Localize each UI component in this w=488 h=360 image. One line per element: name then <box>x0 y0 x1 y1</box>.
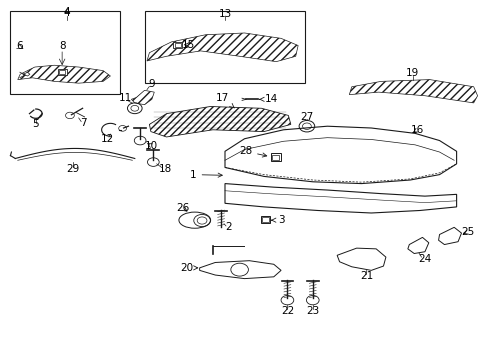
Text: 27: 27 <box>300 112 313 122</box>
Polygon shape <box>224 184 456 213</box>
FancyBboxPatch shape <box>58 69 66 75</box>
Polygon shape <box>407 237 428 253</box>
FancyBboxPatch shape <box>262 217 268 222</box>
Text: 22: 22 <box>280 306 293 316</box>
Text: 5: 5 <box>32 120 39 129</box>
FancyBboxPatch shape <box>144 12 305 83</box>
Text: 25: 25 <box>460 227 473 237</box>
Text: 4: 4 <box>63 8 70 18</box>
Text: 9: 9 <box>148 79 155 89</box>
Text: 10: 10 <box>145 141 158 151</box>
Text: 29: 29 <box>66 164 80 174</box>
Polygon shape <box>18 65 110 83</box>
Text: 1: 1 <box>190 170 222 180</box>
Text: 23: 23 <box>305 306 319 316</box>
Text: 6: 6 <box>16 41 22 50</box>
FancyBboxPatch shape <box>10 12 120 94</box>
Text: 28: 28 <box>238 146 266 157</box>
Text: 2: 2 <box>225 222 232 232</box>
FancyBboxPatch shape <box>59 70 65 74</box>
Text: 8: 8 <box>59 41 65 50</box>
Text: 12: 12 <box>100 134 113 144</box>
Text: 16: 16 <box>410 125 424 135</box>
Text: 26: 26 <box>176 203 189 213</box>
Polygon shape <box>131 90 154 105</box>
FancyBboxPatch shape <box>260 216 270 224</box>
Ellipse shape <box>179 212 210 228</box>
Polygon shape <box>348 80 477 103</box>
Polygon shape <box>199 261 281 279</box>
Text: 18: 18 <box>159 164 172 174</box>
Polygon shape <box>149 107 290 137</box>
Text: 24: 24 <box>417 254 430 264</box>
Polygon shape <box>147 33 298 62</box>
Polygon shape <box>22 72 30 76</box>
Text: 7: 7 <box>80 118 87 128</box>
Text: 3: 3 <box>271 215 284 225</box>
Polygon shape <box>438 227 461 244</box>
Text: 11: 11 <box>118 93 131 103</box>
Text: 19: 19 <box>405 68 419 78</box>
Text: 20: 20 <box>180 263 197 273</box>
Polygon shape <box>336 248 385 270</box>
Text: 17: 17 <box>216 93 234 108</box>
Text: 15: 15 <box>182 40 195 50</box>
Text: 14: 14 <box>259 94 277 104</box>
FancyBboxPatch shape <box>270 153 280 161</box>
FancyBboxPatch shape <box>174 43 180 47</box>
FancyBboxPatch shape <box>272 154 279 159</box>
Text: 21: 21 <box>359 271 372 281</box>
FancyBboxPatch shape <box>173 42 182 48</box>
Polygon shape <box>224 126 456 184</box>
Text: 4: 4 <box>63 7 70 17</box>
Text: 13: 13 <box>218 9 231 19</box>
